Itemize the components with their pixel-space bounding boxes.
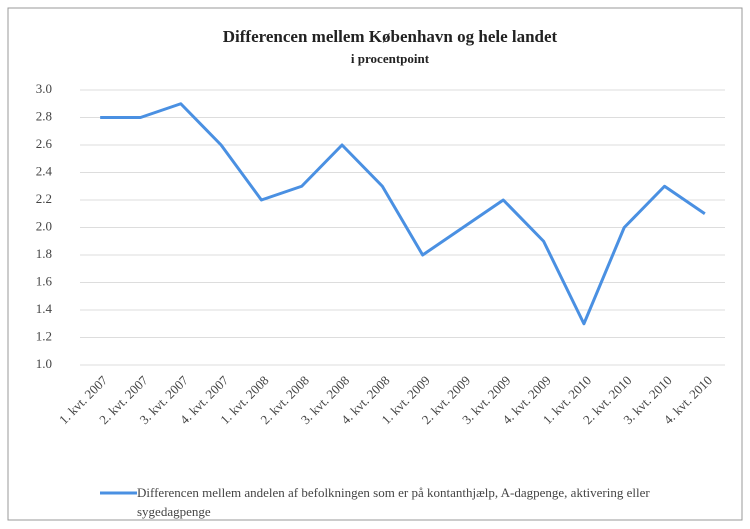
y-tick-label: 2.8	[36, 108, 52, 123]
data-line	[100, 102, 706, 326]
y-tick-label: 1.0	[36, 356, 52, 371]
y-tick-label: 1.2	[36, 328, 52, 343]
y-tick-label: 1.6	[36, 273, 53, 288]
y-tick-label: 2.2	[36, 191, 52, 206]
y-tick-label: 1.8	[36, 246, 52, 261]
y-tick-label: 1.4	[36, 301, 53, 316]
y-tick-label: 2.4	[36, 163, 53, 178]
y-tick-label: 3.0	[36, 81, 52, 96]
chart-border	[7, 7, 743, 521]
chart-subtitle: i procentpoint	[351, 51, 430, 66]
y-tick-label: 2.0	[36, 218, 52, 233]
chart-title: Differencen mellem København og hele lan…	[223, 27, 558, 46]
y-tick-label: 2.6	[36, 136, 53, 151]
legend-label: Differencen mellem andelen af befolkning…	[137, 485, 650, 519]
